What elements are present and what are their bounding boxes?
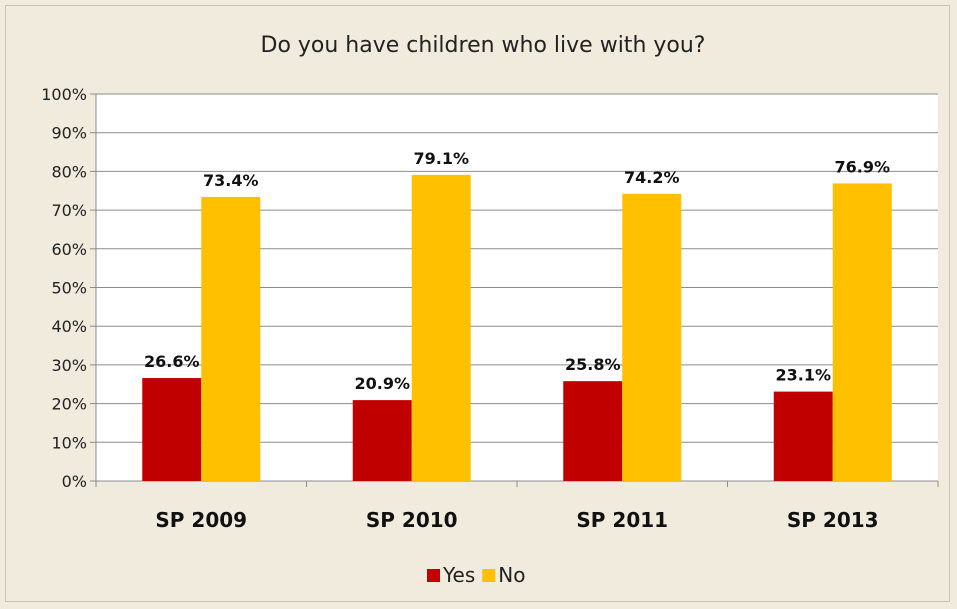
- x-category-label: SP 2010: [366, 508, 458, 532]
- data-label-yes: 20.9%: [354, 374, 410, 393]
- x-category-label: SP 2011: [576, 508, 668, 532]
- data-labels: 26.6% 73.4% 20.9% 79.1% 25.8% 74.2% 23.1% 76.9%: [144, 149, 890, 393]
- y-tick-label: 50%: [51, 279, 87, 298]
- bar-yes: [352, 400, 412, 481]
- data-label-no: 74.2%: [624, 168, 680, 187]
- y-tick-label: 20%: [51, 395, 87, 414]
- bar-yes: [142, 378, 202, 481]
- y-tick-label: 30%: [51, 356, 87, 375]
- legend-label-no: No: [498, 563, 525, 587]
- legend: Yes No: [427, 563, 526, 587]
- data-label-no: 73.4%: [203, 171, 259, 190]
- bar-no: [411, 174, 471, 481]
- x-category-label: SP 2009: [155, 508, 247, 532]
- bar-yes: [563, 381, 623, 481]
- y-tick-label: 60%: [51, 240, 87, 259]
- legend-label-yes: Yes: [442, 563, 475, 587]
- y-tick-label: 10%: [51, 433, 87, 452]
- y-tick-label: 90%: [51, 124, 87, 143]
- bar-no: [201, 196, 261, 481]
- data-label-no: 79.1%: [413, 149, 469, 168]
- y-tick-label: 0%: [62, 472, 87, 491]
- legend-swatch-yes: [427, 569, 440, 582]
- legend-swatch-no: [482, 569, 496, 582]
- data-label-yes: 26.6%: [144, 352, 200, 371]
- x-axis-labels: SP 2009 SP 2010 SP 2011 SP 2013: [155, 508, 878, 532]
- x-category-label: SP 2013: [787, 508, 879, 532]
- bar-no: [622, 193, 682, 481]
- bars: [142, 174, 892, 481]
- y-tick-label: 80%: [51, 162, 87, 181]
- bar-no: [832, 183, 892, 481]
- y-tick-label: 70%: [51, 201, 87, 220]
- data-label-yes: 23.1%: [775, 366, 831, 385]
- data-label-yes: 25.8%: [565, 355, 621, 374]
- bar-yes: [773, 391, 833, 481]
- chart-title: Do you have children who live with you?: [261, 33, 706, 58]
- y-tick-label: 40%: [51, 317, 87, 336]
- y-tick-label: 100%: [41, 85, 87, 104]
- data-label-no: 76.9%: [834, 157, 890, 176]
- y-axis-ticks: 0% 10% 20% 30% 40% 50% 60% 70% 80% 90% 100%: [41, 85, 96, 491]
